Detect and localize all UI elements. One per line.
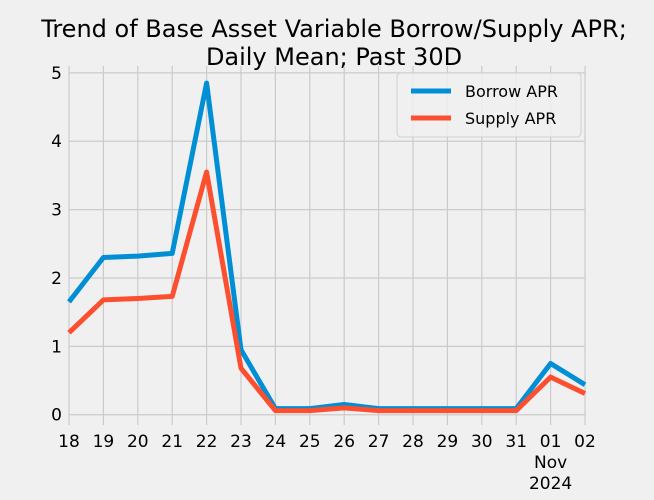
- x-tick-label: 01: [540, 432, 562, 452]
- x-tick-label: 26: [333, 432, 355, 452]
- y-tick-label: 0: [51, 406, 62, 426]
- x-month-label: Nov: [534, 453, 567, 473]
- x-tick-label: 22: [196, 432, 218, 452]
- legend-label: Borrow APR: [465, 82, 558, 101]
- chart-title: Trend of Base Asset Variable Borrow/Supp…: [40, 15, 627, 43]
- series-line-supply-apr: [67, 169, 587, 414]
- x-tick-label: 18: [58, 432, 80, 452]
- x-tick-label: 28: [402, 432, 424, 452]
- y-tick-label: 3: [51, 201, 62, 221]
- x-tick-label: 29: [437, 432, 459, 452]
- x-tick-label: 31: [505, 432, 527, 452]
- legend: Borrow APR Supply APR: [396, 72, 582, 138]
- y-tick-label: 1: [51, 337, 62, 357]
- x-year-label: 2024: [529, 474, 572, 494]
- legend-label: Supply APR: [465, 109, 556, 128]
- x-tick-label: 23: [230, 432, 252, 452]
- x-tick-label: 19: [93, 432, 115, 452]
- x-tick-label: 24: [265, 432, 287, 452]
- x-tick-label: 21: [161, 432, 183, 452]
- x-tick-label: 25: [299, 432, 321, 452]
- y-tick-label: 4: [51, 132, 62, 152]
- x-tick-label: 02: [574, 432, 596, 452]
- x-tick-label: 27: [368, 432, 390, 452]
- x-tick-label: 30: [471, 432, 493, 452]
- y-tick-label: 5: [51, 64, 62, 84]
- x-tick-label: 20: [127, 432, 149, 452]
- grid: [68, 66, 586, 425]
- series-lines: [67, 80, 587, 414]
- y-tick-label: 2: [51, 269, 62, 289]
- chart-subtitle: Daily Mean; Past 30D: [206, 43, 462, 71]
